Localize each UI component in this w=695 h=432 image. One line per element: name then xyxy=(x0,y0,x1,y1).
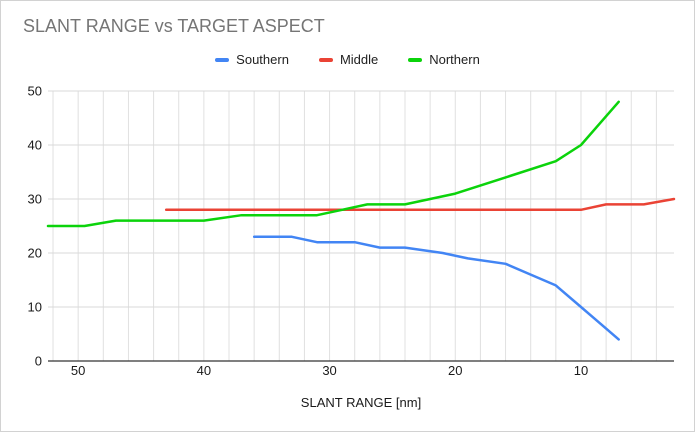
y-tick-label-50: 50 xyxy=(28,84,42,99)
y-tick-label-20: 20 xyxy=(28,246,42,261)
x-tick-label-20: 20 xyxy=(448,363,462,378)
x-tick-label-30: 30 xyxy=(322,363,336,378)
legend-label-middle: Middle xyxy=(339,52,379,67)
legend-swatch-southern xyxy=(215,57,230,62)
chart-title: SLANT RANGE vs TARGET ASPECT xyxy=(23,16,325,36)
legend-item-middle[interactable]: Middle xyxy=(318,52,379,67)
series-line-northern[interactable] xyxy=(46,100,620,228)
y-tick-label-0: 0 xyxy=(35,354,42,369)
y-tick-label-30: 30 xyxy=(28,192,42,207)
series-line-middle[interactable] xyxy=(164,197,676,212)
legend-swatch-middle xyxy=(318,57,333,62)
x-tick-label-10: 10 xyxy=(574,363,588,378)
chart-legend: Southern Middle Northern xyxy=(1,52,694,67)
legend-label-southern: Southern xyxy=(236,52,289,67)
x-axis-title: SLANT RANGE [nm] xyxy=(301,395,421,410)
legend-item-northern[interactable]: Northern xyxy=(408,52,480,67)
series-line-southern[interactable] xyxy=(252,235,620,341)
legend-swatch-northern xyxy=(408,57,423,62)
legend-item-southern[interactable]: Southern xyxy=(215,52,289,67)
x-tick-label-40: 40 xyxy=(197,363,211,378)
y-tick-label-10: 10 xyxy=(28,300,42,315)
y-tick-label-40: 40 xyxy=(28,138,42,153)
x-tick-label-50: 50 xyxy=(71,363,85,378)
legend-label-northern: Northern xyxy=(429,52,480,67)
